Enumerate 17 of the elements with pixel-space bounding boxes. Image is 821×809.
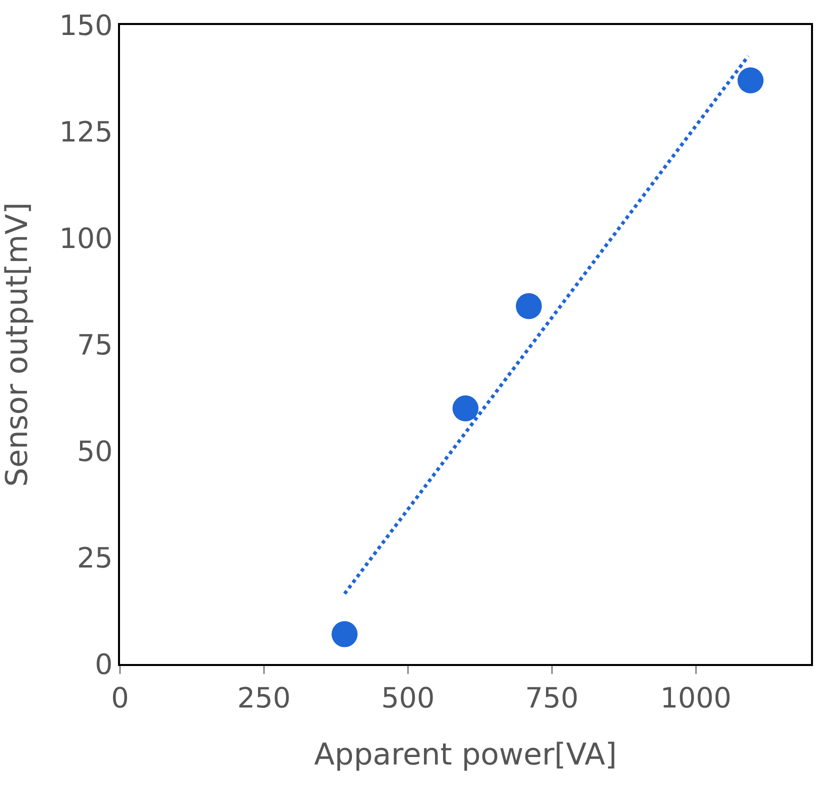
y-tick-label: 125 (59, 115, 113, 148)
point (452, 395, 478, 422)
x-tick-label: 750 (525, 681, 579, 714)
x-tick-label: 500 (381, 681, 435, 714)
y-axis-title: Sensor output[mV] (0, 202, 35, 487)
point (332, 621, 358, 648)
y-tick-label: 100 (59, 222, 113, 255)
point (738, 67, 764, 94)
point (516, 293, 542, 320)
y-tick-label: 0 (94, 648, 113, 681)
x-tick-label: 1000 (660, 681, 732, 714)
x-axis-title: Apparent power[VA] (314, 737, 617, 772)
x-tick-label: 250 (237, 681, 291, 714)
y-tick-label: 50 (77, 434, 113, 468)
y-tick-label: 75 (77, 328, 113, 362)
y-tick-label: 150 (59, 8, 113, 42)
y-tick-label: 25 (77, 541, 113, 574)
